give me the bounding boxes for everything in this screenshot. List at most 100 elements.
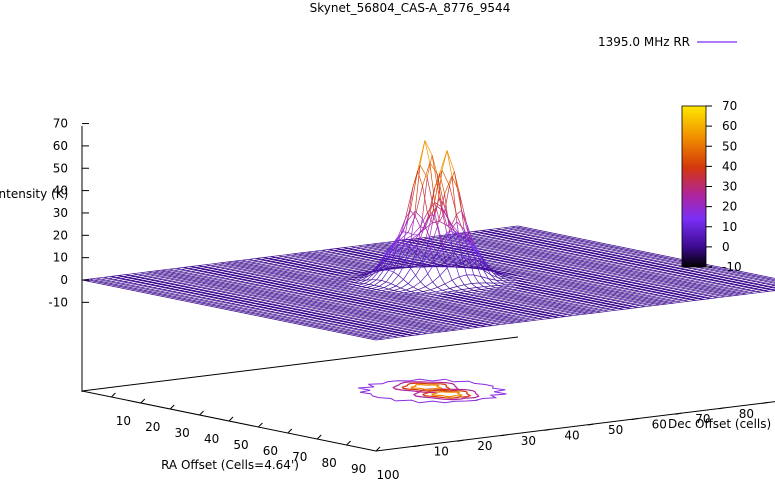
mesh-line xyxy=(200,267,209,269)
mesh-line xyxy=(487,254,495,256)
mesh-line xyxy=(312,256,320,259)
mesh-line xyxy=(329,252,337,255)
mesh-line xyxy=(298,277,306,280)
mesh-line xyxy=(461,256,467,275)
mesh-line xyxy=(184,290,192,292)
mesh-line xyxy=(482,258,490,260)
mesh-line xyxy=(208,290,217,292)
mesh-line xyxy=(445,243,453,245)
mesh-line xyxy=(182,296,190,299)
mesh-line xyxy=(152,281,160,283)
contour-line xyxy=(358,378,507,404)
mesh-line xyxy=(216,289,224,292)
mesh-line xyxy=(179,274,187,277)
mesh-line xyxy=(458,257,466,260)
mesh-line xyxy=(172,294,180,297)
mesh-line xyxy=(242,287,251,290)
mesh-line xyxy=(230,292,239,295)
mesh-line xyxy=(300,266,308,268)
mesh-line xyxy=(176,271,184,274)
mesh-line xyxy=(535,240,543,242)
mesh-line xyxy=(142,279,151,281)
mesh-line xyxy=(438,234,446,237)
mesh-line xyxy=(285,263,294,265)
mesh-line xyxy=(297,253,305,256)
mesh-line xyxy=(513,247,522,250)
mesh-line xyxy=(190,265,199,267)
mesh-line xyxy=(164,286,173,288)
mesh-line xyxy=(305,271,313,274)
mesh-line xyxy=(138,287,146,290)
mesh-line xyxy=(497,256,505,258)
mesh-line xyxy=(363,269,372,272)
mesh-line xyxy=(118,283,126,286)
mesh-line xyxy=(487,259,495,261)
mesh-line xyxy=(206,297,215,299)
mesh-line xyxy=(286,277,294,280)
mesh-line xyxy=(499,254,507,256)
mesh-line xyxy=(530,239,538,241)
mesh-line xyxy=(331,255,340,258)
mesh-line xyxy=(579,239,587,242)
mesh-line xyxy=(228,294,236,296)
mesh-line xyxy=(423,250,432,253)
mesh-line xyxy=(230,278,238,280)
mesh-line xyxy=(370,244,378,247)
mesh-line xyxy=(322,268,330,270)
mesh-line xyxy=(399,250,408,253)
mesh-line xyxy=(269,281,277,283)
mesh-line xyxy=(496,227,504,230)
mesh-line xyxy=(567,249,575,251)
mesh-line xyxy=(291,278,299,281)
mesh-line xyxy=(515,231,524,234)
mesh-line xyxy=(481,238,490,241)
mesh-line xyxy=(137,278,146,280)
mesh-line xyxy=(468,288,475,291)
mesh-line xyxy=(212,267,221,269)
mesh-line xyxy=(465,261,474,264)
mesh-line xyxy=(225,272,233,274)
mesh-line xyxy=(358,263,367,266)
mesh-line xyxy=(538,243,546,245)
mesh-line xyxy=(286,282,294,284)
mesh-line xyxy=(406,249,415,252)
mesh-line xyxy=(397,252,405,255)
mesh-line xyxy=(253,259,262,261)
mesh-line xyxy=(286,272,294,275)
mesh-line xyxy=(486,239,495,242)
mesh-line xyxy=(429,162,436,203)
mesh-line xyxy=(499,259,508,261)
mesh-line xyxy=(256,257,264,259)
mesh-line xyxy=(269,286,277,288)
mesh-line xyxy=(494,258,503,260)
mesh-line xyxy=(263,261,272,263)
mesh-line xyxy=(407,261,413,268)
mesh-line xyxy=(470,262,478,265)
mesh-line xyxy=(377,253,386,255)
mesh-line xyxy=(174,288,183,290)
mesh-line xyxy=(208,285,217,288)
mesh-line xyxy=(196,295,205,297)
mesh-line xyxy=(327,264,335,267)
mesh-line xyxy=(574,248,583,250)
mesh-line xyxy=(314,254,323,257)
mesh-line xyxy=(167,293,175,296)
mesh-line xyxy=(479,245,488,248)
mesh-line xyxy=(603,244,612,247)
mesh-line xyxy=(247,279,255,281)
mesh-line xyxy=(258,260,267,262)
mesh-line xyxy=(445,233,453,236)
mesh-line xyxy=(278,264,286,266)
mesh-line xyxy=(373,270,380,274)
mesh-line xyxy=(174,278,182,281)
mesh-line xyxy=(395,259,403,261)
mesh-line xyxy=(230,282,238,285)
mesh-line xyxy=(239,270,248,273)
mesh-line xyxy=(480,276,487,284)
mesh-line xyxy=(210,264,218,267)
mesh-line xyxy=(413,239,422,241)
mesh-line xyxy=(198,273,206,276)
mesh-line xyxy=(191,289,200,291)
mesh-line xyxy=(506,243,514,246)
